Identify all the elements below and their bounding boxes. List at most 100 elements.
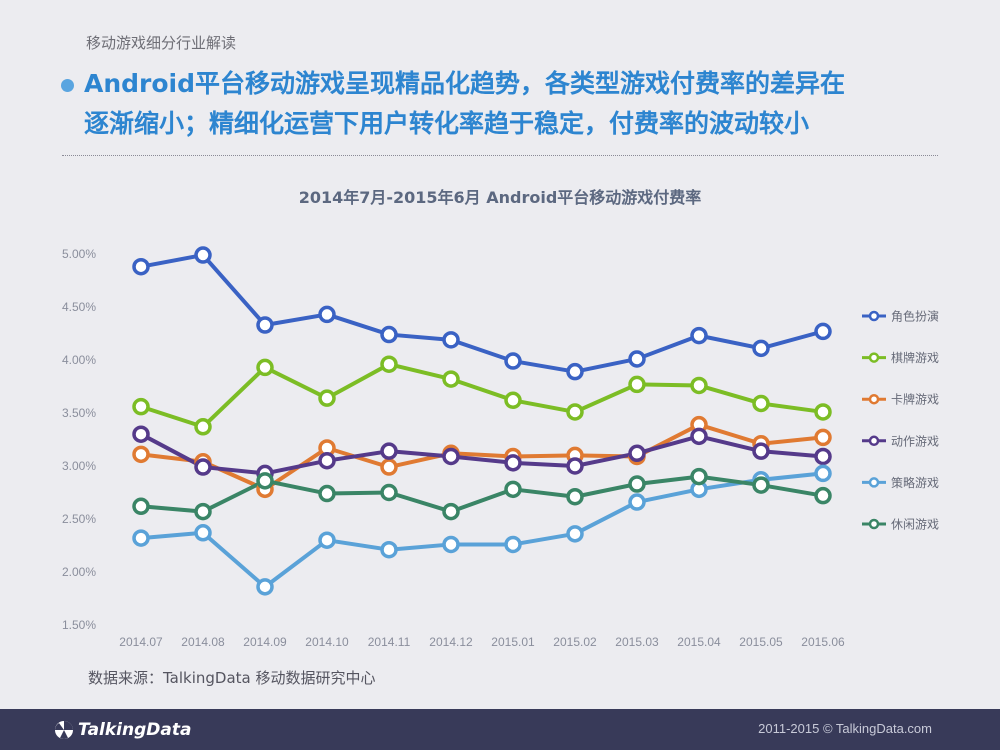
bullet-icon [61, 79, 74, 92]
x-tick-label: 2014.08 [181, 635, 225, 649]
data-point [380, 458, 398, 476]
data-point [814, 464, 832, 483]
section-title: 移动游戏细分行业解读 [86, 34, 237, 52]
data-point [628, 493, 646, 511]
data-point [256, 578, 274, 596]
data-point [194, 502, 212, 521]
data-point [504, 391, 522, 410]
legend-label: 策略游戏 [891, 475, 939, 490]
series-line [139, 362, 825, 429]
data-point [504, 480, 522, 499]
x-tick-label: 2014.11 [368, 635, 411, 649]
data-point [504, 352, 522, 370]
x-tick-label: 2015.05 [739, 635, 783, 649]
data-point [690, 376, 708, 395]
data-point [442, 370, 460, 388]
data-point [752, 339, 770, 358]
x-tick-label: 2015.02 [553, 635, 597, 649]
y-tick-label: 2.50% [62, 512, 96, 526]
chart-title: 2014年7月-2015年6月 Android平台移动游戏付费率 [298, 188, 702, 207]
data-point [194, 418, 212, 436]
data-point [256, 316, 274, 334]
x-tick-label: 2015.04 [677, 635, 721, 649]
data-point [628, 350, 646, 368]
copyright: 2011-2015 © TalkingData.com [758, 721, 932, 736]
data-point [628, 375, 646, 394]
data-point [814, 322, 832, 341]
data-point [442, 331, 460, 349]
data-point [132, 425, 150, 443]
legend-marker [868, 352, 880, 363]
data-point [132, 529, 150, 547]
talkingdata-logo-icon [55, 721, 73, 739]
y-tick-label: 1.50% [62, 618, 96, 632]
series-line [139, 432, 825, 476]
data-point [690, 467, 708, 486]
headline: Android平台移动游戏呈现精品化趋势，各类型游戏付费率的差异在 逐渐缩小；精… [84, 64, 964, 144]
data-point [318, 531, 336, 549]
legend-label: 角色扮演 [891, 309, 939, 324]
data-point [566, 457, 584, 475]
y-tick-label: 4.00% [62, 353, 96, 367]
line-chart: 1.50% 2.00% 2.50% 3.00% 3.50% 4.00% 4.50% 5.00%… [62, 246, 939, 649]
data-point [194, 524, 212, 542]
legend-label: 休闲游戏 [891, 518, 939, 532]
data-point [318, 451, 336, 470]
x-tick-label: 2014.07 [119, 635, 163, 649]
x-tick-label: 2015.01 [491, 635, 535, 649]
y-tick-label: 2.00% [62, 565, 96, 579]
data-point [752, 442, 770, 460]
data-point [256, 472, 274, 490]
data-point [380, 355, 398, 373]
data-point [566, 403, 584, 421]
data-point [628, 475, 646, 493]
data-point [318, 389, 336, 407]
headline-line-1: Android平台移动游戏呈现精品化趋势，各类型游戏付费率的差异在 [84, 69, 846, 98]
legend-label: 棋牌游戏 [891, 351, 939, 365]
legend-label: 卡牌游戏 [891, 393, 939, 407]
series-line [139, 471, 825, 589]
data-point [504, 454, 522, 472]
x-tick-label: 2014.10 [305, 635, 349, 649]
data-point [814, 447, 832, 466]
data-point [132, 397, 150, 416]
data-point [442, 535, 460, 554]
data-point [380, 483, 398, 502]
data-point [442, 502, 460, 521]
data-point [380, 442, 398, 460]
data-point [132, 445, 150, 464]
x-tick-label: 2014.12 [429, 635, 473, 649]
data-source: 数据来源：TalkingData 移动数据研究中心 [88, 669, 376, 687]
data-point [504, 535, 522, 554]
legend-marker [868, 393, 880, 405]
data-point [132, 497, 150, 516]
x-tick-label: 2015.03 [615, 635, 659, 649]
data-point [566, 487, 584, 506]
legend-marker [868, 435, 880, 447]
legend-marker [868, 310, 880, 322]
data-point [814, 403, 832, 421]
data-point [380, 325, 398, 344]
data-point [132, 257, 150, 276]
divider [62, 155, 938, 156]
series-line [139, 474, 825, 514]
data-point [318, 484, 336, 503]
data-point [566, 525, 584, 543]
y-tick-label: 5.00% [62, 247, 96, 261]
x-tick-label: 2014.09 [243, 635, 287, 649]
data-point [318, 305, 336, 324]
data-point [194, 458, 212, 476]
brand-logo: TalkingData [54, 719, 191, 741]
data-point [690, 427, 708, 446]
data-point [814, 486, 832, 505]
footer-bar: TalkingData 2011-2015 © TalkingData.com [0, 709, 1000, 750]
y-tick-label: 3.00% [62, 459, 96, 473]
headline-line-2: 逐渐缩小；精细化运营下用户转化率趋于稳定，付费率的波动较小 [84, 109, 810, 138]
data-point [194, 246, 212, 264]
data-point [442, 447, 460, 466]
logo-text: TalkingData [78, 720, 192, 740]
legend-label: 动作游戏 [891, 434, 939, 448]
data-point [566, 362, 584, 381]
y-tick-label: 4.50% [62, 300, 96, 314]
data-point [752, 476, 770, 494]
